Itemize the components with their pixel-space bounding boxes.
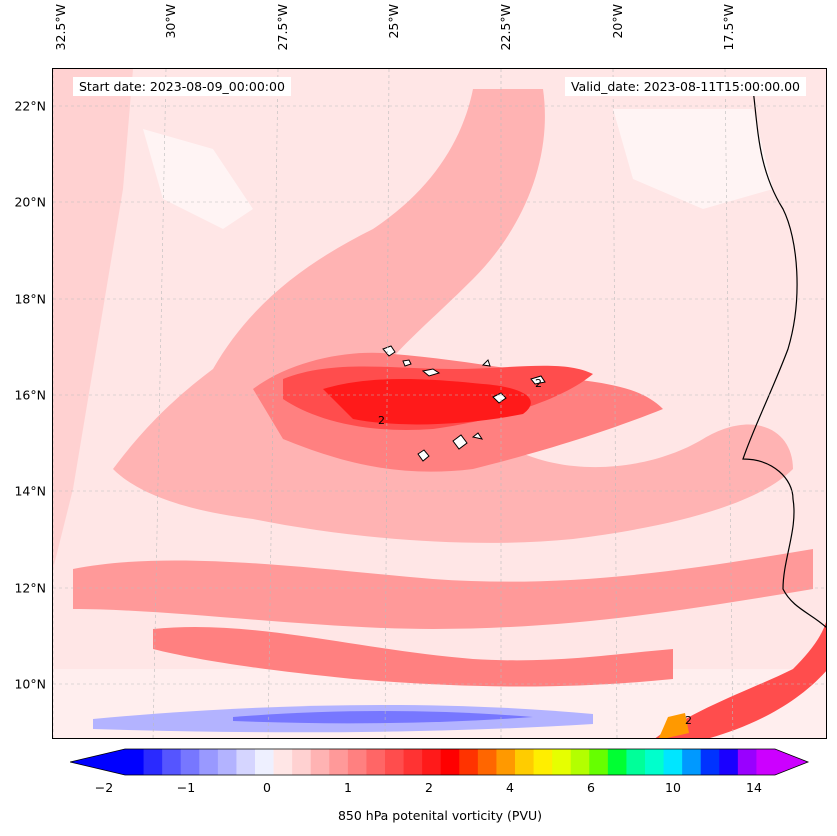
lon-label: 22.5°W	[498, 4, 513, 51]
contour-label: 2	[535, 377, 542, 390]
pv-southern-stripe	[153, 626, 673, 687]
colorbar-segment	[626, 749, 646, 775]
lon-label: 20°W	[610, 4, 625, 39]
colorbar-segment	[533, 749, 553, 775]
pv-light-patch	[613, 109, 773, 209]
valid-date-label: Valid_date: 2023-08-11T15:00:00.00	[564, 77, 806, 96]
colorbar-segment	[180, 749, 200, 775]
lon-label: 17.5°W	[721, 4, 736, 51]
lat-label: 12°N	[14, 580, 46, 596]
colorbar-segment	[162, 749, 182, 775]
colorbar-segment	[515, 749, 535, 775]
pv-western-band	[53, 69, 133, 569]
lon-label: 32.5°W	[53, 4, 68, 51]
colorbar-segment	[366, 749, 386, 775]
colorbar-segment	[385, 749, 405, 775]
colorbar-extend-high	[775, 749, 808, 775]
pv-light-patch	[143, 129, 253, 229]
colorbar-tick: 4	[506, 780, 514, 795]
colorbar-segment	[719, 749, 739, 775]
colorbar-tick: 1	[344, 780, 352, 795]
colorbar-segment	[310, 749, 330, 775]
colorbar-segment	[403, 749, 423, 775]
colorbar-extend-low	[70, 749, 125, 775]
colorbar-tick: −1	[176, 780, 196, 795]
colorbar-segment	[236, 749, 256, 775]
colorbar-segment	[329, 749, 349, 775]
pv-peak-max	[658, 713, 689, 738]
colorbar-segment	[199, 749, 219, 775]
island-chain	[382, 345, 546, 462]
start-date-label: Start date: 2023-08-09_00:00:00	[73, 77, 291, 96]
map-plot-area: 2 2 2 Start date: 2023-08-09_00:00:00 Va…	[52, 68, 827, 739]
colorbar-tick: 2	[425, 780, 433, 795]
colorbar-tick: −2	[94, 780, 114, 795]
pv-field-map: 2 2 2	[53, 69, 826, 738]
colorbar-segment	[477, 749, 497, 775]
lon-label: 25°W	[386, 4, 401, 39]
colorbar-segment	[663, 749, 683, 775]
lat-label: 16°N	[14, 387, 46, 403]
colorbar-segment	[589, 749, 609, 775]
coastline	[742, 88, 826, 628]
lat-label: 14°N	[14, 483, 46, 499]
lon-label: 27.5°W	[275, 4, 290, 51]
colorbar-segment	[422, 749, 442, 775]
colorbar-segment	[737, 749, 757, 775]
colorbar-segment	[607, 749, 627, 775]
colorbar-tick: 0	[263, 780, 271, 795]
colorbar-segment	[459, 749, 479, 775]
lat-label: 10°N	[14, 676, 46, 692]
pv-coastal-jet	[655, 621, 826, 738]
pv-negative-streak-core	[233, 711, 533, 724]
colorbar-segment	[440, 749, 460, 775]
contour-label: 2	[378, 414, 385, 427]
colorbar-segment	[570, 749, 590, 775]
map-gridlines	[53, 69, 826, 738]
colorbar-segment	[217, 749, 237, 775]
colorbar-segment	[496, 749, 516, 775]
colorbar-segment	[756, 749, 776, 775]
pv-southern-stripe	[73, 549, 813, 629]
colorbar-tick: 6	[587, 780, 595, 795]
colorbar-outline	[70, 748, 810, 776]
lat-label: 18°N	[14, 291, 46, 307]
colorbar-segment	[255, 749, 275, 775]
colorbar-segment	[125, 749, 145, 775]
colorbar-label: 850 hPa potenital vorticity (PVU)	[337, 808, 543, 823]
colorbar-tick: 10	[665, 780, 681, 795]
colorbar-tick: 14	[746, 780, 762, 795]
colorbar-segment	[347, 749, 367, 775]
contour-label: 2	[685, 714, 692, 727]
colorbar-segment	[552, 749, 572, 775]
colorbar-segment	[682, 749, 702, 775]
colorbar	[70, 748, 810, 776]
colorbar-segment	[700, 749, 720, 775]
colorbar-segment	[273, 749, 293, 775]
lon-label: 30°W	[163, 4, 178, 39]
lat-label: 22°N	[14, 98, 46, 114]
colorbar-segment	[292, 749, 312, 775]
colorbar-segment	[143, 749, 163, 775]
pv-plume-peak	[323, 379, 531, 425]
colorbar-segment	[645, 749, 665, 775]
lat-label: 20°N	[14, 194, 46, 210]
